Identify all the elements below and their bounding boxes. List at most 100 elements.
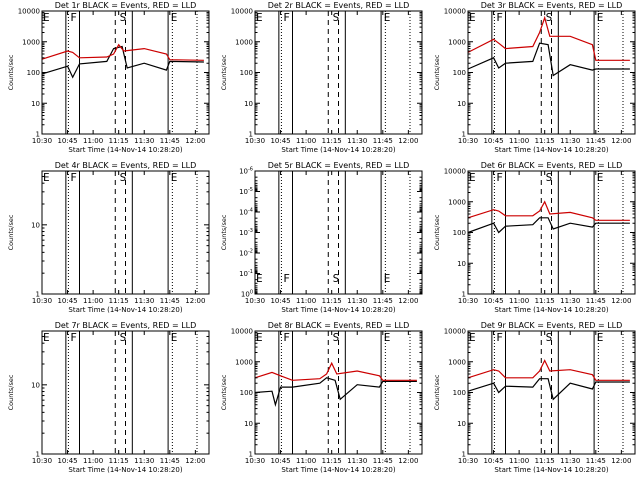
event-marker-label: E (384, 272, 391, 285)
panel-title: Det 1r BLACK = Events, RED = LLD (55, 1, 197, 10)
series-line-events (41, 45, 204, 79)
y-tick-label: 10-1 (239, 269, 253, 278)
x-tick-label: 12:00 (611, 137, 631, 145)
x-tick-label: 12:00 (398, 457, 418, 465)
event-marker-label: E (384, 11, 391, 24)
panel-title: Det 3r BLACK = Events, RED = LLD (481, 1, 623, 10)
x-tick-label: 11:15 (322, 457, 342, 465)
event-marker-label: S (120, 331, 127, 344)
x-tick-label: 12:00 (185, 457, 205, 465)
y-tick-label: 10-2 (239, 249, 253, 258)
x-tick-label: 10:30 (245, 297, 265, 305)
y-tick-label: 1000 (235, 358, 253, 366)
event-marker-label: S (333, 331, 340, 344)
x-tick-label: 11:30 (134, 137, 154, 145)
y-tick-label: 10000 (18, 8, 40, 16)
y-tick-label: 100 (240, 389, 253, 397)
panel-title: Det 7r BLACK = Events, RED = LLD (55, 321, 197, 330)
x-tick-label: 11:45 (373, 457, 393, 465)
y-tick-label: 10 (244, 100, 253, 108)
event-marker-label: E (43, 331, 50, 344)
x-tick-label: 11:45 (160, 137, 180, 145)
y-tick-label: 10 (31, 381, 40, 389)
event-marker-label: E (469, 171, 476, 184)
panel-title: Det 4r BLACK = Events, RED = LLD (55, 161, 197, 170)
x-tick-label: 10:30 (32, 137, 52, 145)
series-line-events (467, 42, 630, 77)
event-marker-label: S (546, 171, 553, 184)
event-marker-label: E (256, 331, 263, 344)
x-tick-label: 11:15 (109, 457, 129, 465)
y-tick-label: 1 (462, 451, 466, 459)
event-marker-label: F (283, 331, 290, 344)
x-tick-label: 10:45 (270, 137, 290, 145)
y-tick-label: 10 (31, 221, 40, 229)
event-marker-label: F (283, 272, 290, 285)
series-line-lld (254, 361, 417, 381)
y-tick-label: 10000 (444, 8, 466, 16)
y-tick-label: 100 (241, 290, 253, 299)
event-marker-label: E (469, 11, 476, 24)
y-tick-label: 10000 (231, 8, 253, 16)
event-marker-label: F (496, 11, 503, 24)
event-marker-label: S (546, 11, 553, 24)
x-tick-label: 11:30 (134, 297, 154, 305)
event-marker-label: E (171, 331, 178, 344)
event-marker-label: E (384, 331, 391, 344)
y-tick-label: 10-5 (239, 187, 253, 196)
x-tick-label: 11:30 (560, 457, 580, 465)
x-axis-label: Start Time (14-Nov-14 10:28:20) (281, 466, 395, 474)
event-marker-label: F (496, 331, 503, 344)
y-tick-label: 100 (453, 69, 466, 77)
plot-frame (41, 330, 210, 455)
x-tick-label: 10:30 (32, 297, 52, 305)
event-marker-label: E (469, 331, 476, 344)
x-tick-label: 11:00 (509, 457, 529, 465)
x-tick-label: 10:45 (483, 137, 503, 145)
x-tick-label: 11:30 (560, 137, 580, 145)
x-tick-label: 10:45 (270, 297, 290, 305)
y-tick-label: 10000 (231, 328, 253, 336)
x-tick-label: 11:30 (560, 297, 580, 305)
series-line-lld (467, 359, 630, 381)
y-tick-label: 10000 (444, 168, 466, 176)
y-tick-label: 10 (244, 420, 253, 428)
x-axis-label: Start Time (14-Nov-14 10:28:20) (68, 466, 182, 474)
series-line-lld (467, 15, 630, 61)
x-axis-label: Start Time (14-Nov-14 10:28:20) (281, 306, 395, 314)
x-tick-label: 10:30 (458, 297, 478, 305)
y-axis-label: Counts/sec (220, 214, 228, 250)
panel-title: Det 9r BLACK = Events, RED = LLD (481, 321, 623, 330)
panel-title: Det 6r BLACK = Events, RED = LLD (481, 161, 623, 170)
x-axis-label: Start Time (14-Nov-14 10:28:20) (68, 306, 182, 314)
event-marker-label: E (171, 11, 178, 24)
y-tick-label: 10-4 (239, 208, 253, 217)
series-line-lld (467, 200, 630, 221)
x-tick-label: 11:30 (347, 137, 367, 145)
x-tick-label: 10:30 (32, 457, 52, 465)
x-axis-label: Start Time (14-Nov-14 10:28:20) (494, 146, 608, 154)
event-marker-label: F (70, 11, 77, 24)
event-marker-label: E (597, 11, 604, 24)
x-axis-label: Start Time (14-Nov-14 10:28:20) (494, 306, 608, 314)
x-tick-label: 11:45 (586, 297, 606, 305)
y-tick-label: 10 (457, 100, 466, 108)
panel-title: Det 2r BLACK = Events, RED = LLD (268, 1, 410, 10)
event-marker-label: F (70, 171, 77, 184)
y-tick-label: 10 (31, 100, 40, 108)
x-tick-label: 11:15 (109, 297, 129, 305)
x-tick-label: 10:30 (458, 137, 478, 145)
y-tick-label: 1000 (22, 38, 40, 46)
x-tick-label: 11:45 (160, 297, 180, 305)
x-tick-label: 10:30 (245, 137, 265, 145)
y-axis-label: Counts/sec (433, 374, 441, 410)
x-tick-label: 10:45 (270, 457, 290, 465)
event-marker-label: F (70, 331, 77, 344)
